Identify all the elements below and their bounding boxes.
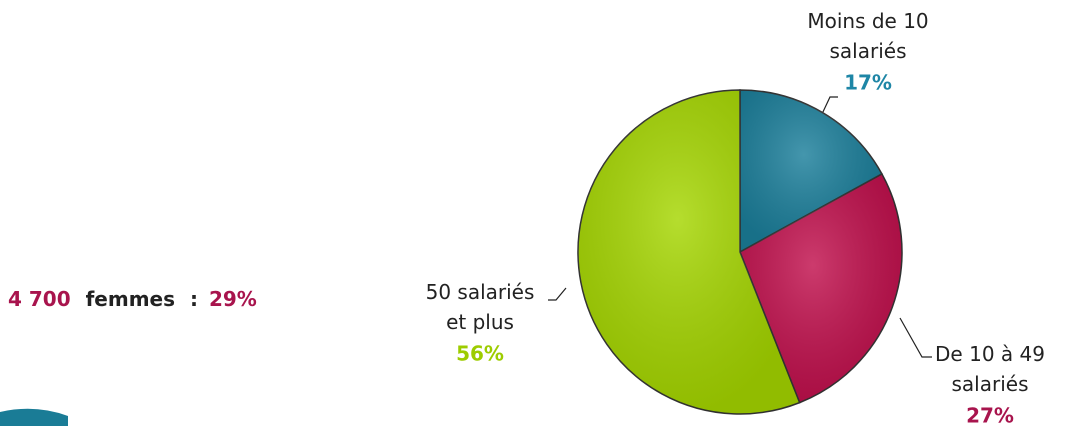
slice-label: 50 salariés et plus [426,280,535,334]
note-label: femmes [86,287,175,311]
leader-line [821,96,838,115]
label-line: 50 salariés [426,280,535,304]
label-line: et plus [446,310,514,334]
label-line: salariés [830,39,907,63]
value-label: 17% [844,71,892,95]
label-line: De 10 à 49 [935,342,1045,366]
value-label: 56% [456,342,504,366]
slice-shine [740,173,902,403]
slice-label: Moins de 10 salariés [807,9,928,63]
note-separator: : [190,287,198,311]
value-label: 27% [966,404,1014,427]
slice-shine [740,90,882,252]
leaders [548,96,932,358]
decor-swoosh [0,408,68,426]
note: 4 700 femmes : 29% [8,287,257,311]
label-line: Moins de 10 [807,9,928,33]
label-line: salariés [952,372,1029,396]
leader-line [899,317,932,358]
note-count: 4 700 [8,287,71,311]
slice-shine [577,90,800,414]
leader-line [548,287,567,301]
note-share: 29% [209,287,257,311]
slice-label: De 10 à 49 salariés [935,342,1045,396]
